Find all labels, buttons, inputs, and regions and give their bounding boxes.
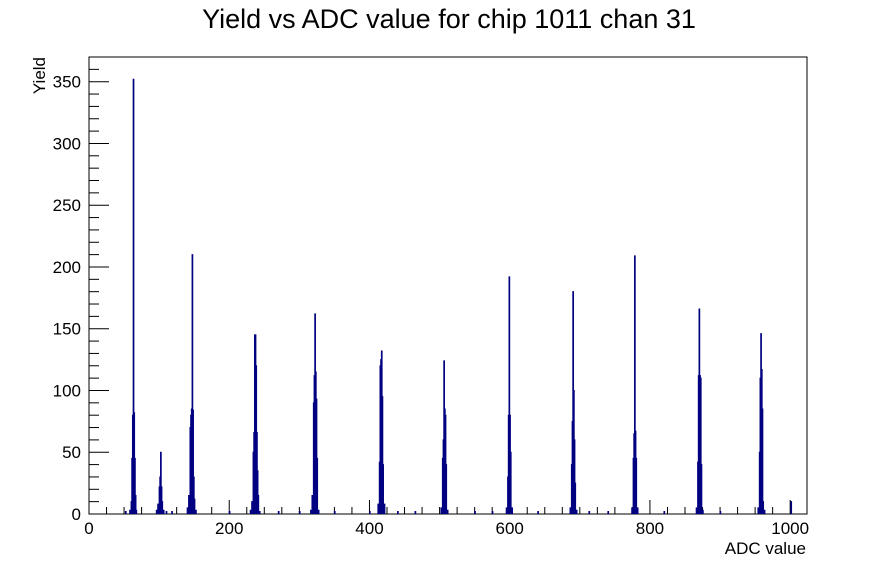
histogram-bin [446,509,449,514]
histogram-bin [377,503,380,514]
histogram-bin [155,509,158,514]
histogram-bin [382,464,384,514]
histogram-bin [256,470,259,514]
histogram-bin [569,507,572,514]
histogram-bin [251,501,253,514]
x-tick-label: 800 [636,519,664,538]
histogram-bin [634,255,636,514]
y-tick-label: 50 [62,443,81,462]
y-axis-ticks: 0 50 100 150 200 250 300 350 [53,56,109,524]
histogram-bin [383,503,386,514]
histogram-bin [574,482,577,514]
y-tick-label: 0 [72,505,81,524]
chart-title: Yield vs ADC value for chip 1011 chan 31 [202,4,696,34]
histogram-bin [316,457,319,514]
histogram-bin [161,501,164,514]
y-tick-label: 200 [53,258,81,277]
histogram-bin [397,511,399,514]
y-axis-label: Yield [30,57,49,94]
histogram-bin [333,511,336,514]
histogram-bin [575,509,578,514]
histogram-bin [790,501,793,514]
histogram-bin [537,511,539,514]
histogram-bin [311,494,314,514]
histogram-bin [160,486,163,514]
y-tick-label: 150 [53,320,81,339]
histogram-bin [663,511,666,514]
histogram-bin [445,464,448,514]
histogram-bin [228,511,231,514]
histogram-bin [491,511,494,514]
x-tick-label: 1000 [771,519,809,538]
histogram-bin [129,509,131,514]
histogram-bin [165,511,168,514]
histogram-bin [414,511,417,514]
x-tick-label: 400 [355,519,383,538]
histogram-bin [162,509,165,514]
histogram-bin [317,509,320,514]
y-tick-label: 250 [53,196,81,215]
histogram-bin [440,507,443,514]
histogram-bin [381,396,384,514]
histogram-bin [588,511,591,514]
histogram-bin [702,509,704,514]
histogram-bin [310,509,312,514]
histogram-bin [192,409,194,514]
histogram-bin [135,509,138,514]
histogram-bin [763,509,766,514]
histogram-bin [191,254,194,514]
histogram-bin [761,408,764,514]
histogram-bin [298,511,301,514]
histogram-bin [505,507,508,514]
histogram-bin [277,511,280,514]
histogram-bin [508,276,511,514]
x-tick-label: 0 [84,519,93,538]
y-tick-label: 100 [53,381,81,400]
histogram-bin [192,476,195,514]
histogram-bin [160,451,162,514]
x-axis-ticks: 0 200 400 600 800 1000 [84,500,809,538]
histogram-bin [134,457,136,514]
histogram-bin [474,511,476,514]
histogram-bin [511,507,514,514]
histogram-bin [635,457,638,514]
histogram-bin [258,511,261,514]
histogram-bin [171,511,173,514]
y-tick-label: 300 [53,134,81,153]
y-tick-label: 350 [53,73,81,92]
histogram-bin [257,494,260,514]
histogram-bin [193,498,196,514]
x-tick-label: 200 [215,519,243,538]
histogram-bin [636,507,639,514]
histogram-bin [719,511,722,514]
histogram-bin [134,494,137,514]
histogram-bin [157,503,159,514]
histogram-series [124,78,793,514]
histogram-bin [573,439,576,514]
histogram-bin [509,451,512,514]
histogram-bin [762,501,765,514]
histogram-bin [249,509,252,514]
histogram-bin [132,78,135,514]
histogram-bin [607,511,610,514]
histogram-bin [699,377,702,514]
histogram-bin [631,507,633,514]
x-axis-label: ADC value [725,539,806,558]
histogram-bin [757,507,760,514]
histogram-bin [695,507,698,514]
histogram-bin [188,494,190,514]
histogram-bin [368,511,371,514]
x-tick-label: 600 [496,519,524,538]
histogram-bin [124,511,127,514]
histogram-bin [195,509,197,514]
histogram-bin [700,464,703,514]
histogram-bin [315,398,318,514]
histogram-bin [186,507,189,514]
